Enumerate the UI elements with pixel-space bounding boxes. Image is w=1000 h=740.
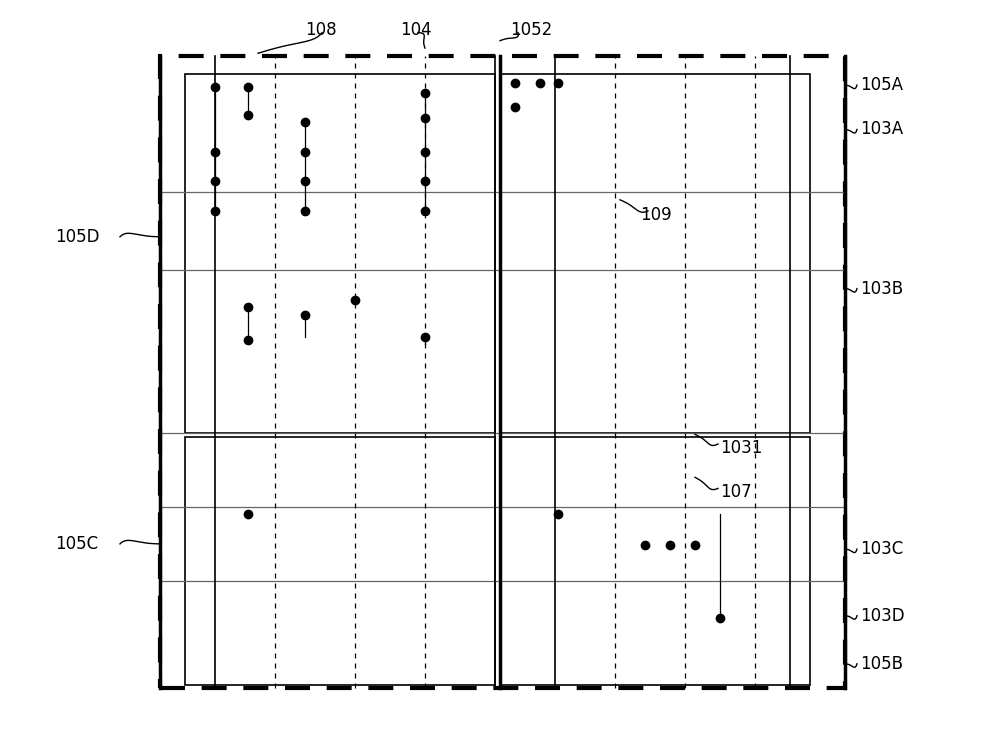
Bar: [160, 56, 845, 688]
Text: 103C: 103C: [860, 540, 903, 558]
Text: 1052: 1052: [510, 21, 552, 38]
Bar: [500, 74, 810, 433]
Text: 105D: 105D: [55, 228, 100, 246]
Text: 103B: 103B: [860, 280, 903, 297]
Text: 103A: 103A: [860, 121, 903, 138]
Text: 1031: 1031: [720, 439, 762, 457]
Text: 105C: 105C: [55, 535, 98, 553]
Text: 104: 104: [400, 21, 432, 38]
Text: 105A: 105A: [860, 76, 903, 94]
Bar: [185, 74, 495, 433]
Text: 107: 107: [720, 483, 752, 501]
Bar: [500, 437, 810, 684]
Text: 108: 108: [305, 21, 337, 38]
Text: 109: 109: [640, 206, 672, 223]
Text: 105B: 105B: [860, 655, 903, 673]
Text: 103D: 103D: [860, 607, 905, 625]
Bar: [185, 437, 495, 684]
